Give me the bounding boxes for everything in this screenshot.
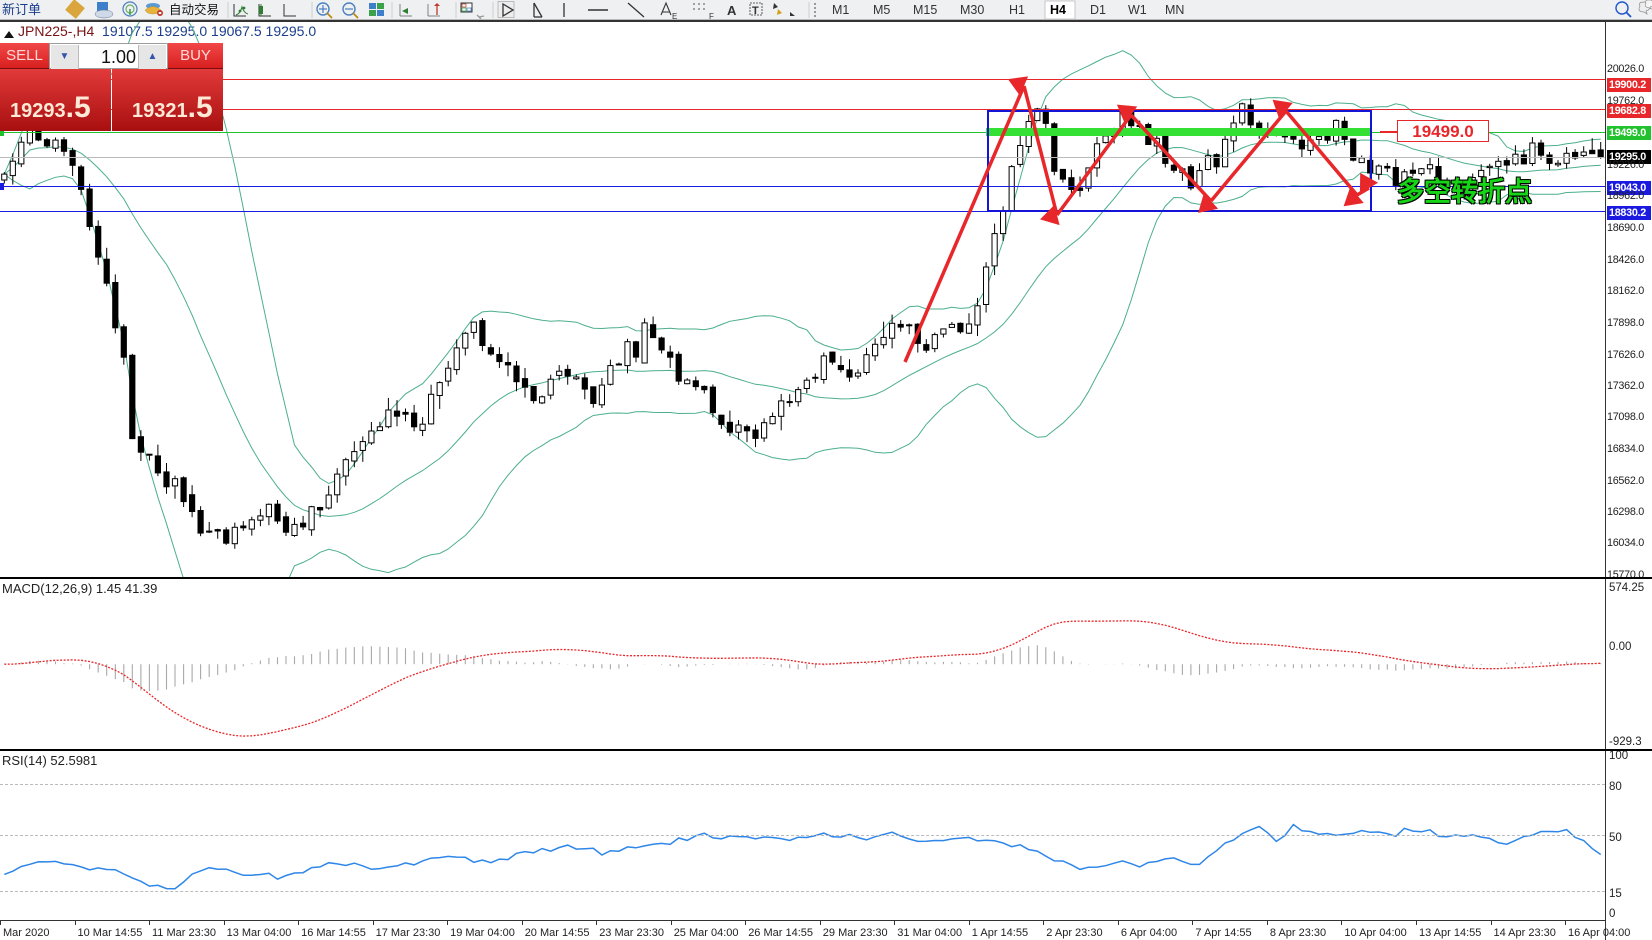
svg-text:H1: H1 xyxy=(1009,3,1025,17)
svg-text:F: F xyxy=(709,12,714,20)
svg-text:M5: M5 xyxy=(873,3,890,17)
svg-text:D1: D1 xyxy=(1090,3,1106,17)
svg-text:E: E xyxy=(672,12,677,20)
svg-text:自动交易: 自动交易 xyxy=(169,2,219,17)
svg-text:M1: M1 xyxy=(832,3,849,17)
svg-text:W1: W1 xyxy=(1128,3,1147,17)
svg-text:新订单: 新订单 xyxy=(2,2,41,17)
svg-text:T: T xyxy=(752,5,759,17)
svg-text:H4: H4 xyxy=(1050,3,1066,17)
svg-text:M15: M15 xyxy=(913,3,937,17)
svg-text:MN: MN xyxy=(1165,3,1184,17)
svg-text:A: A xyxy=(727,3,737,18)
svg-text:M30: M30 xyxy=(960,3,984,17)
